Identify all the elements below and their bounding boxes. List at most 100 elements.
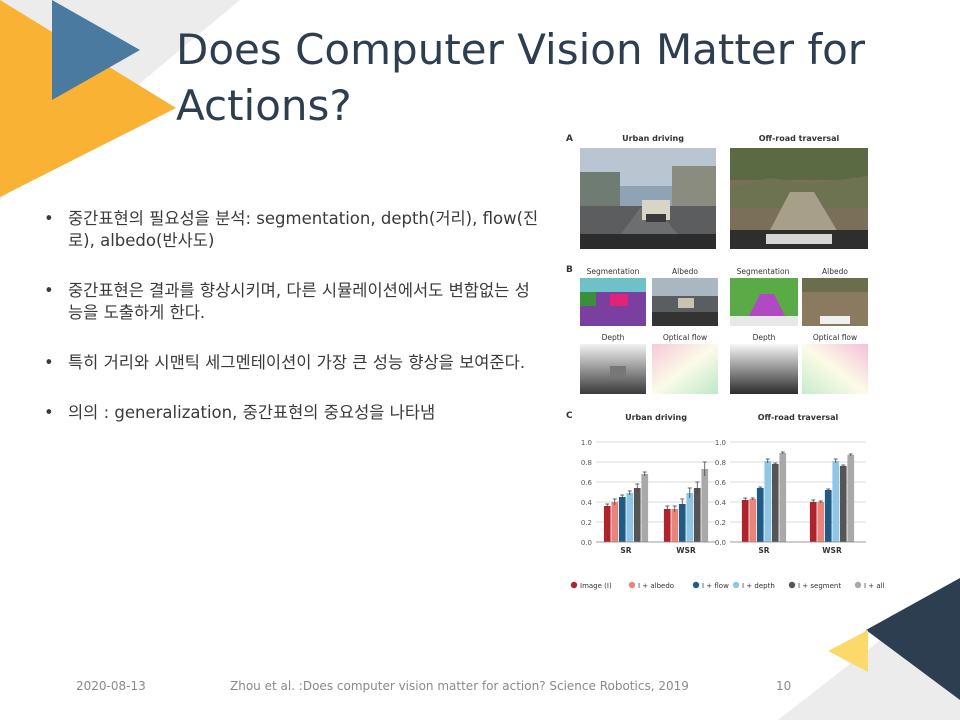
bullet-dot: • xyxy=(44,209,54,228)
panel-c-letter: C xyxy=(566,411,573,421)
y-tick-label: 1.0 xyxy=(715,439,726,447)
chart-bar xyxy=(618,497,626,542)
panel-b-letter: B xyxy=(566,265,573,275)
chart-bar xyxy=(771,464,779,542)
offroad-depth-image xyxy=(730,344,798,394)
bullet-dot: • xyxy=(44,353,54,372)
panel-b-label-depth-2: Depth xyxy=(752,333,776,342)
chart-bar xyxy=(678,504,686,542)
bullet-dot: • xyxy=(44,281,54,300)
legend-label: I + all xyxy=(864,582,885,590)
panel-a-left-caption: Urban driving xyxy=(622,134,684,143)
urban-depth-image xyxy=(580,344,646,394)
footer-page-number: 10 xyxy=(776,679,792,693)
panel-b-label-depth-1: Depth xyxy=(601,333,625,342)
bullet-item: • 의의 : generalization, 중간표현의 중요성을 나타냄 xyxy=(40,402,540,424)
offroad-albedo-image xyxy=(802,278,868,326)
bullet-text: 의의 : generalization, 중간표현의 중요성을 나타냄 xyxy=(68,403,436,422)
legend-swatch xyxy=(788,581,796,589)
panel-a-letter: A xyxy=(566,134,573,144)
y-tick-label: 0.4 xyxy=(715,499,727,507)
panel-c-bar-charts: Urban driving 0.0 0.2 0.4 0.6 0.8 1.0 SR WSR Off-… xyxy=(570,413,885,590)
chart-bar xyxy=(824,490,832,542)
y-tick-label: 0.8 xyxy=(715,459,726,467)
legend-label: I + depth xyxy=(742,582,775,590)
legend-label: I + segment xyxy=(798,582,841,590)
panel-b-label-flow-2: Optical flow xyxy=(812,333,858,342)
y-tick-label: 0.0 xyxy=(581,539,592,547)
chart-bar xyxy=(839,466,847,542)
chart-bar xyxy=(749,499,757,542)
offroad-photo xyxy=(730,148,868,249)
legend-label: Image (I) xyxy=(580,582,612,590)
bottom-right-navy-triangle xyxy=(866,578,960,700)
research-figure: A Urban driving Off-road traversal xyxy=(564,128,902,598)
bullet-list: • 중간표현의 필요성을 분석: segmentation, depth(거리),… xyxy=(40,208,540,452)
urban-albedo-image xyxy=(652,278,718,326)
chart-bar xyxy=(633,488,641,542)
legend-swatch xyxy=(732,581,740,589)
chart-bar xyxy=(626,493,634,542)
bullet-item: • 중간표현의 필요성을 분석: segmentation, depth(거리),… xyxy=(40,208,540,252)
y-tick-label: 0.4 xyxy=(581,499,593,507)
chart-bar xyxy=(663,509,671,542)
chart-bar xyxy=(603,506,611,542)
chart-bar xyxy=(741,500,749,542)
bullet-text: 중간표현은 결과를 향상시키며, 다른 시뮬레이션에서도 변함없는 성능을 도출… xyxy=(68,281,530,322)
legend-label: I + flow xyxy=(702,582,729,590)
chart-bar xyxy=(756,488,764,542)
panel-b-label-flow-1: Optical flow xyxy=(662,333,708,342)
chart-bar xyxy=(847,455,855,542)
footer-citation: Zhou et al. :Does computer vision matter… xyxy=(230,679,689,693)
panel-b-label-segmentation-1: Segmentation xyxy=(586,267,640,276)
chart-bar xyxy=(809,502,817,542)
x-category-label: WSR xyxy=(822,546,842,555)
bullet-text: 특히 거리와 시맨틱 세그멘테이션이 가장 큰 성능 향상을 보여준다. xyxy=(68,353,526,372)
chart-bar xyxy=(764,461,772,542)
panel-b-label-segmentation-2: Segmentation xyxy=(736,267,790,276)
bullet-dot: • xyxy=(44,403,54,422)
x-category-label: SR xyxy=(620,546,631,555)
y-tick-label: 1.0 xyxy=(581,439,592,447)
legend-swatch xyxy=(628,581,636,589)
urban-optical-flow-image xyxy=(652,344,718,394)
chart-title: Urban driving xyxy=(625,413,687,422)
panel-b-label-albedo-2: Albedo xyxy=(822,267,848,276)
offroad-segmentation-image xyxy=(730,278,798,326)
offroad-optical-flow-image xyxy=(802,344,868,394)
bullet-item: • 중간표현은 결과를 향상시키며, 다른 시뮬레이션에서도 변함없는 성능을 도… xyxy=(40,280,540,324)
y-tick-label: 0.8 xyxy=(581,459,592,467)
top-left-blue-triangle xyxy=(52,0,140,100)
urban-driving-photo xyxy=(580,148,716,249)
chart-bar xyxy=(686,493,694,542)
legend-swatch xyxy=(692,581,700,589)
chart-bar xyxy=(671,509,679,542)
top-left-yellow-triangle xyxy=(0,0,176,197)
slide-title: Does Computer Vision Matter for Actions? xyxy=(176,25,866,130)
chart-bar xyxy=(779,453,787,542)
chart-bar xyxy=(693,488,701,542)
chart-bar xyxy=(611,502,619,542)
footer-date: 2020-08-13 xyxy=(76,679,146,693)
bullet-item: • 특히 거리와 시맨틱 세그멘테이션이 가장 큰 성능 향상을 보여준다. xyxy=(40,352,540,374)
y-tick-label: 0.6 xyxy=(715,479,727,487)
chart-bar xyxy=(641,474,649,542)
legend-swatch xyxy=(854,581,862,589)
y-tick-label: 0.0 xyxy=(715,539,726,547)
chart-bar xyxy=(832,461,840,542)
bullet-text: 중간표현의 필요성을 분석: segmentation, depth(거리), … xyxy=(68,209,539,250)
y-tick-label: 0.2 xyxy=(715,519,726,527)
legend-swatch xyxy=(570,581,578,589)
y-tick-label: 0.6 xyxy=(581,479,593,487)
bottom-right-yellow-triangle xyxy=(828,630,868,672)
chart-title: Off-road traversal xyxy=(758,413,839,422)
x-category-label: WSR xyxy=(676,546,696,555)
chart-bar xyxy=(817,502,825,542)
legend-label: I + albedo xyxy=(638,582,674,590)
urban-segmentation-image xyxy=(580,278,646,326)
y-tick-label: 0.2 xyxy=(581,519,592,527)
chart-bar xyxy=(701,469,709,542)
panel-b-label-albedo-1: Albedo xyxy=(672,267,698,276)
